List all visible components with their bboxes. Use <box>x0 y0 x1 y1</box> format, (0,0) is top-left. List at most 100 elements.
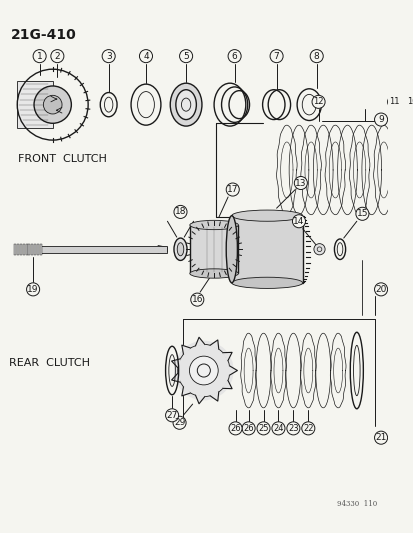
Circle shape <box>286 422 299 435</box>
Text: 20: 20 <box>375 285 386 294</box>
Bar <box>26 244 27 255</box>
Bar <box>17 244 19 255</box>
Bar <box>28 244 30 255</box>
Circle shape <box>225 183 239 196</box>
Polygon shape <box>195 395 204 404</box>
Bar <box>231 216 302 283</box>
Ellipse shape <box>176 90 196 119</box>
Polygon shape <box>210 392 218 401</box>
Circle shape <box>43 95 62 114</box>
Circle shape <box>405 95 413 108</box>
Circle shape <box>177 344 229 397</box>
Ellipse shape <box>177 243 183 256</box>
Text: 25: 25 <box>258 424 268 433</box>
Text: FRONT  CLUTCH: FRONT CLUTCH <box>18 154 107 164</box>
Text: 29: 29 <box>173 418 185 427</box>
Polygon shape <box>210 340 218 349</box>
Text: 2: 2 <box>55 52 60 61</box>
Circle shape <box>374 431 387 444</box>
Circle shape <box>189 356 218 385</box>
Text: 4: 4 <box>143 52 148 61</box>
Circle shape <box>313 244 324 255</box>
Ellipse shape <box>231 210 302 221</box>
Polygon shape <box>171 359 180 368</box>
Bar <box>17 82 52 128</box>
Text: 14: 14 <box>292 217 304 226</box>
Polygon shape <box>222 381 232 389</box>
Text: REAR  CLUTCH: REAR CLUTCH <box>9 358 90 368</box>
Circle shape <box>311 95 324 108</box>
Text: 7: 7 <box>273 52 279 61</box>
Polygon shape <box>181 345 190 354</box>
Ellipse shape <box>231 277 302 288</box>
Circle shape <box>190 293 203 306</box>
Ellipse shape <box>173 238 187 261</box>
Text: 5: 5 <box>183 52 188 61</box>
Text: 23: 23 <box>287 424 298 433</box>
Circle shape <box>179 50 192 63</box>
Bar <box>34 244 36 255</box>
Text: 94330  110: 94330 110 <box>336 499 376 507</box>
Text: 17: 17 <box>226 185 238 194</box>
Circle shape <box>355 207 368 220</box>
Bar <box>40 246 167 253</box>
Polygon shape <box>222 352 232 360</box>
Circle shape <box>228 422 242 435</box>
Circle shape <box>33 50 46 63</box>
Circle shape <box>387 95 400 108</box>
Circle shape <box>294 176 306 190</box>
Circle shape <box>292 215 305 228</box>
Ellipse shape <box>170 83 202 126</box>
Text: 12: 12 <box>313 98 323 107</box>
Text: 18: 18 <box>174 207 186 216</box>
Circle shape <box>301 422 314 435</box>
Polygon shape <box>229 366 237 375</box>
Circle shape <box>269 50 282 63</box>
Circle shape <box>102 50 115 63</box>
Text: 10: 10 <box>406 98 413 107</box>
Ellipse shape <box>225 216 237 283</box>
Polygon shape <box>171 373 180 382</box>
Circle shape <box>309 50 323 63</box>
Text: 26: 26 <box>243 424 253 433</box>
Circle shape <box>139 50 152 63</box>
Text: 8: 8 <box>313 52 319 61</box>
Text: 3: 3 <box>106 52 111 61</box>
Bar <box>37 244 38 255</box>
Bar <box>20 244 22 255</box>
Circle shape <box>34 86 71 123</box>
Bar <box>190 225 238 273</box>
Ellipse shape <box>190 220 238 230</box>
Text: 6: 6 <box>231 52 237 61</box>
Circle shape <box>51 50 64 63</box>
Circle shape <box>374 283 387 296</box>
Text: 27: 27 <box>166 411 177 420</box>
Text: 21G-410: 21G-410 <box>11 28 76 42</box>
Text: 26: 26 <box>230 424 240 433</box>
Text: 16: 16 <box>191 295 202 304</box>
Circle shape <box>173 341 233 400</box>
Text: 21: 21 <box>375 433 386 442</box>
Text: 13: 13 <box>294 179 306 188</box>
Circle shape <box>256 422 269 435</box>
Bar <box>31 244 33 255</box>
Text: 24: 24 <box>273 424 283 433</box>
Circle shape <box>173 416 186 429</box>
Text: 22: 22 <box>302 424 313 433</box>
Circle shape <box>242 422 254 435</box>
Circle shape <box>374 113 387 126</box>
Text: 15: 15 <box>356 209 367 219</box>
Circle shape <box>228 50 240 63</box>
Text: 11: 11 <box>388 98 399 107</box>
Circle shape <box>165 409 178 422</box>
Circle shape <box>271 422 284 435</box>
Bar <box>40 244 41 255</box>
Text: 1: 1 <box>37 52 43 61</box>
Bar <box>14 244 16 255</box>
Polygon shape <box>195 337 204 346</box>
Text: 9: 9 <box>377 115 383 124</box>
Circle shape <box>173 205 187 219</box>
Polygon shape <box>181 387 190 396</box>
Text: 19: 19 <box>27 285 39 294</box>
Bar <box>23 244 25 255</box>
